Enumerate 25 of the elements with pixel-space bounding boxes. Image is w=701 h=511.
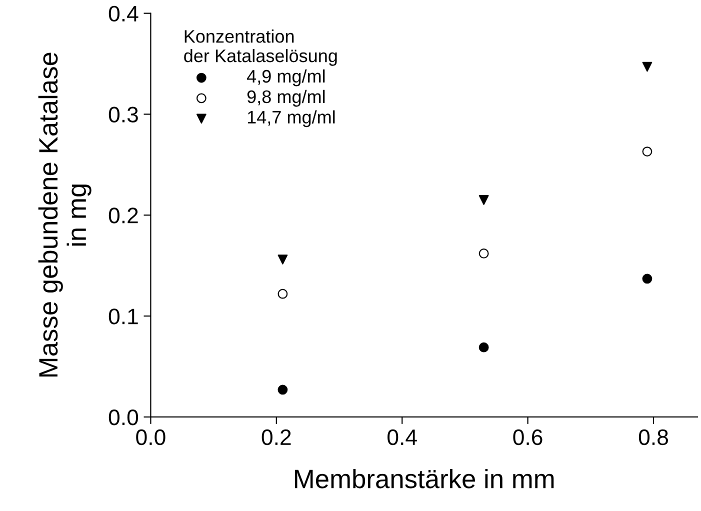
y-tick-label: 0.2 (108, 208, 138, 224)
x-tick-label: 0.4 (388, 429, 417, 446)
point (278, 254, 288, 264)
x-axis-title: Membranstärke in mm (295, 468, 554, 488)
y-tick-label: 0.0 (108, 410, 138, 426)
y-axis-title: Masse gebundene Katalase in mg (38, 52, 92, 377)
y-tick-label: 0.3 (108, 106, 138, 122)
point (278, 384, 288, 395)
x-tick-label: 0.8 (638, 429, 668, 446)
point (478, 248, 489, 258)
point (642, 62, 652, 72)
legend-label: 4,9 mg/ml (246, 69, 325, 86)
y-tick-label: 0.4 (108, 6, 138, 22)
point (642, 146, 652, 156)
legend-label: 14,7 mg/ml (248, 110, 335, 128)
legend-label: 9,8 mg/ml (247, 90, 325, 107)
x-tick-label: 0.0 (136, 429, 166, 446)
x-tick-label: 0.6 (513, 429, 542, 446)
legend-title: Konzentration der Katalaselösung (184, 30, 337, 66)
x-tick-label: 0.2 (262, 429, 291, 446)
point (278, 288, 288, 299)
point (478, 195, 489, 205)
point (478, 342, 489, 352)
y-tick-label: 0.1 (108, 308, 138, 324)
point (642, 274, 652, 284)
